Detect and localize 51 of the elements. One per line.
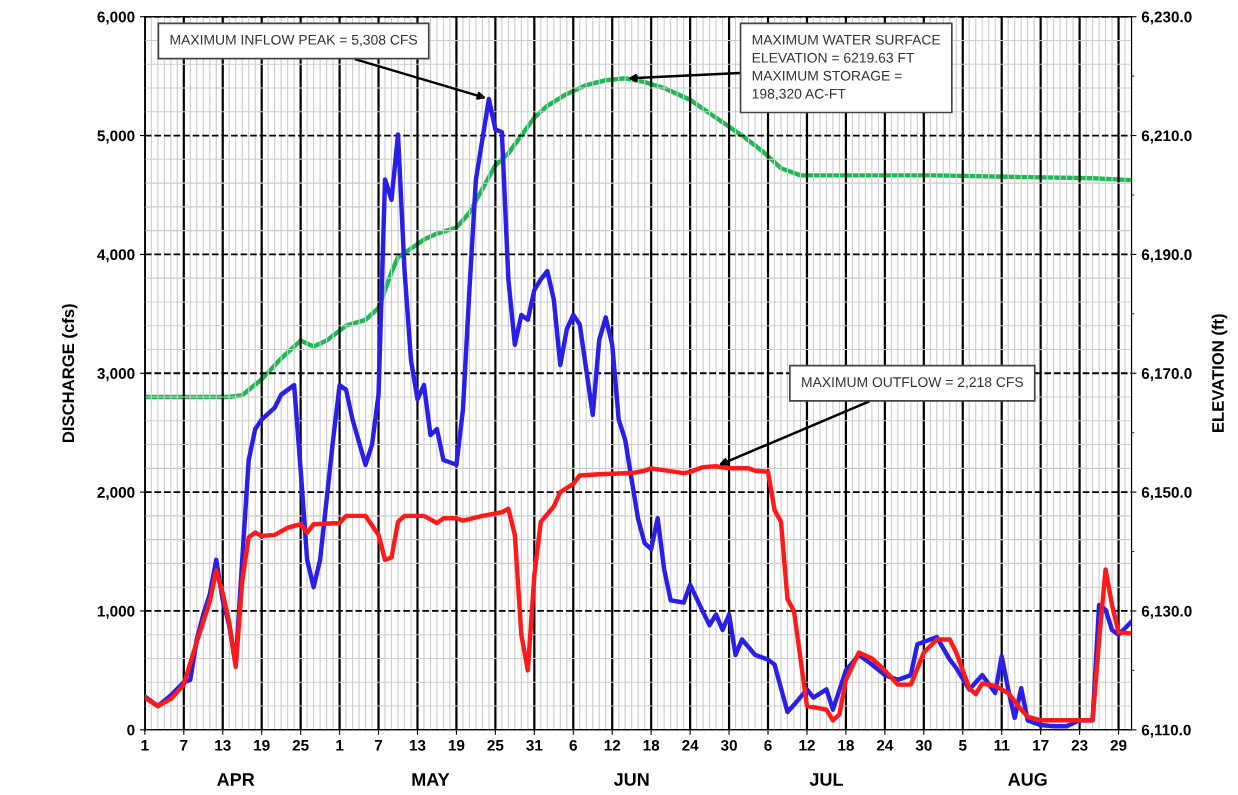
x-tick-label: 7	[180, 740, 188, 751]
x-tick-label: 24	[682, 739, 699, 751]
y-tick-label: 5,000	[97, 130, 135, 144]
x-tick-label: 13	[215, 739, 231, 751]
annotation: MAXIMUM OUTFLOW = 2,218 CFS	[802, 377, 1023, 389]
x-tick-label: 25	[487, 739, 504, 751]
x-tick-label: 25	[292, 739, 309, 751]
annotation: MAXIMUM INFLOW PEAK = 5,308 CFS	[170, 34, 417, 47]
x-tick-label: 5	[958, 740, 967, 751]
y-tick-label: 4,000	[97, 249, 135, 263]
x-tick-label: 18	[838, 739, 854, 751]
line-series	[144, 463, 1132, 723]
x-tick-label: 24	[876, 739, 894, 751]
x-tick-label: 12	[604, 739, 621, 751]
text: AUG	[1008, 773, 1047, 786]
y2-tick-label: 6,110.0	[1141, 724, 1191, 738]
x-tick-label: 6	[764, 739, 772, 751]
x-tick-label: 23	[1071, 739, 1088, 751]
y2-axis-title: ELEVATION (ft)	[1211, 314, 1228, 433]
text: APR	[217, 773, 255, 786]
y2-tick-label: 6,170.0	[1141, 368, 1192, 382]
x-tick-label: 31	[526, 739, 543, 751]
y2-tick-label: 6,150.0	[1141, 486, 1192, 501]
annotation: MAXIMUM WATER SURFACE ELEVATION = 6219.63 FT MAXIMUM STORAGE = 198,320 AC-FT	[752, 34, 941, 101]
text: JUL	[809, 773, 843, 786]
x-tick-label: 13	[409, 739, 426, 751]
x-tick-label: 11	[994, 740, 1010, 751]
x-tick-label: 1	[336, 740, 344, 751]
y2-tick-label: 6,130.0	[1141, 605, 1192, 619]
text: JUN	[613, 773, 649, 786]
x-tick-label: 30	[720, 739, 737, 751]
x-tick-label: 1	[141, 740, 149, 751]
x-tick-label: 17	[1033, 740, 1049, 751]
x-tick-label: 18	[643, 739, 660, 751]
y2-tick-label: 6,190.0	[1141, 249, 1192, 263]
x-tick-label: 19	[448, 739, 465, 751]
x-tick-label: 30	[915, 739, 932, 751]
x-tick-label: 12	[799, 739, 815, 751]
y2-tick-label: 6,230.0	[1141, 11, 1192, 25]
x-tick-label: 7	[374, 740, 383, 751]
x-tick-label: 29	[1110, 739, 1127, 751]
y-tick-label: 2,000	[97, 486, 135, 501]
y2-tick-label: 6,210.0	[1141, 130, 1192, 144]
x-tick-label: 19	[254, 739, 270, 751]
y-tick-label: 6,000	[97, 11, 135, 25]
y-tick-label: 1,000	[97, 605, 135, 619]
y-tick-label: 0	[127, 724, 135, 736]
text: MAY	[412, 773, 450, 786]
y-axis-title: DISCHARGE (cfs)	[61, 304, 78, 443]
x-tick-label: 6	[569, 739, 577, 751]
y-tick-label: 3,000	[97, 368, 135, 382]
